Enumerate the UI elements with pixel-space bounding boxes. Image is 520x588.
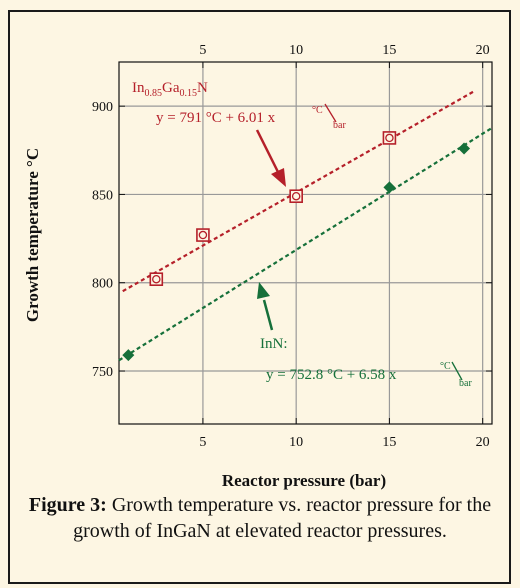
ingan-marker-dot xyxy=(152,274,161,284)
inn-marker xyxy=(383,181,396,194)
y-axis-title: Growth temperature °C xyxy=(23,148,42,322)
y-tick-label: 850 xyxy=(92,188,113,203)
x-tick-label: 10 xyxy=(289,435,303,450)
caption-text: Growth temperature vs. reactor pressure … xyxy=(73,494,492,542)
ingan-unit-slash xyxy=(324,103,337,123)
chart: 5 5 10 10 15 15 20 20 750 800 850 900 Reactor press… xyxy=(23,43,493,490)
inn-unit-numerator: °C xyxy=(440,361,451,372)
ingan-marker xyxy=(149,272,164,287)
x-tick-label: 20 xyxy=(476,435,490,450)
ingan-label-sub1: 0.85 xyxy=(145,88,163,99)
inn-unit-denominator: bar xyxy=(459,378,472,389)
grid-lines xyxy=(119,62,492,424)
ingan-marker-dot xyxy=(385,133,394,143)
ingan-marker xyxy=(289,189,303,204)
axis-ticks: 5 5 10 10 15 15 20 20 750 800 850 900 xyxy=(92,43,492,450)
fit-lines xyxy=(118,90,493,362)
x-tick-label: 15 xyxy=(382,435,396,450)
ingan-marker-dot xyxy=(291,191,301,201)
ingan-equation: y = 791 °C + 6.01 x xyxy=(156,110,276,126)
x-tick-label: 5 xyxy=(199,435,206,450)
x-tick-label-top: 5 xyxy=(199,43,206,58)
inn-unit-slash xyxy=(451,361,463,381)
fit-line-0 xyxy=(122,90,474,293)
y-tick-label: 800 xyxy=(92,277,113,292)
ingan-marker-dot xyxy=(198,230,208,240)
ingan-unit-numerator: °C xyxy=(312,105,323,116)
x-axis-title: Reactor pressure (bar) xyxy=(222,471,386,490)
x-tick-label-top: 10 xyxy=(289,43,303,58)
inn-label: InN: xyxy=(260,336,288,352)
ingan-label-in: In xyxy=(132,80,145,96)
ingan-arrow xyxy=(255,129,286,187)
y-tick-label: 750 xyxy=(92,365,113,380)
fit-line-1 xyxy=(118,126,493,362)
x-tick-label-top: 15 xyxy=(382,43,396,58)
ingan-marker xyxy=(196,228,210,242)
x-tick-label-top: 20 xyxy=(476,43,490,58)
ingan-label-sub2: 0.15 xyxy=(180,88,198,99)
ingan-unit-denominator: bar xyxy=(333,120,346,131)
ingan-label-ga: Ga xyxy=(162,80,180,96)
inn-arrow xyxy=(257,282,274,331)
caption-label: Figure 3: xyxy=(28,494,107,516)
ingan-label-n: N xyxy=(197,80,208,96)
plot-area xyxy=(118,61,493,425)
ingan-marker xyxy=(382,131,397,145)
y-tick-label: 900 xyxy=(92,100,113,115)
figure-caption: Figure 3: Growth temperature vs. reactor… xyxy=(10,492,510,544)
inn-equation: y = 752.8 °C + 6.58 x xyxy=(266,367,397,383)
inn-marker xyxy=(458,142,471,155)
data-marks xyxy=(122,131,471,362)
ingan-label: In0.85Ga0.15N xyxy=(132,80,208,99)
inn-marker xyxy=(122,349,135,362)
